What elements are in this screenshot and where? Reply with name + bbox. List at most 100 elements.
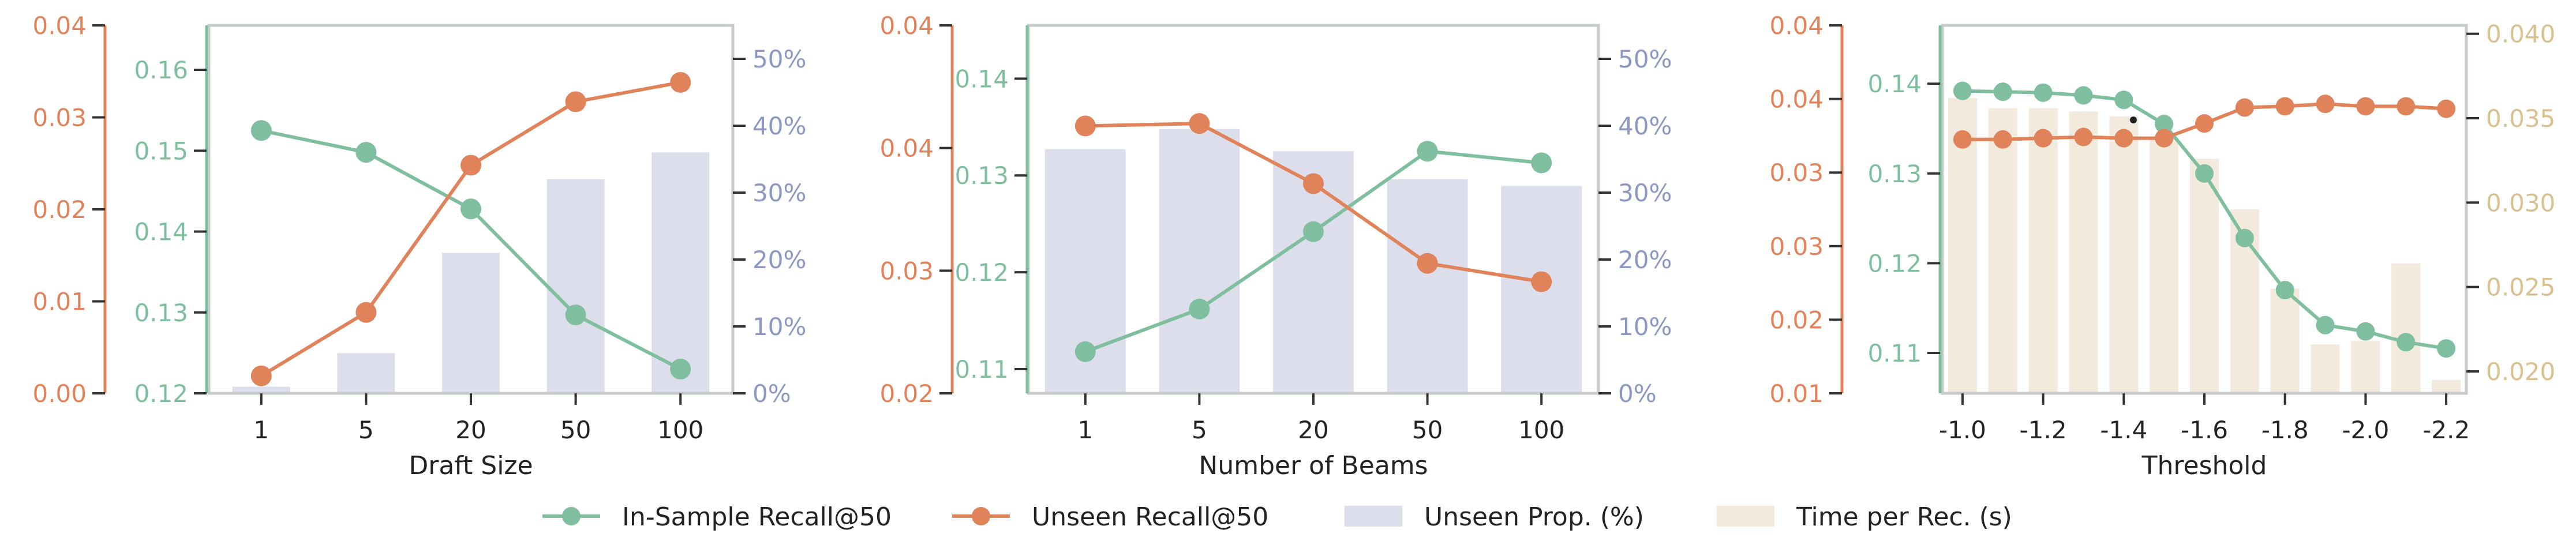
series-point (2356, 322, 2375, 341)
bar (442, 253, 500, 393)
series-point (250, 120, 272, 141)
bar (2391, 263, 2421, 393)
inner-axis-tick-label: 0.14 (1867, 70, 1922, 98)
right-axis-tick-label: 10% (1618, 313, 1672, 341)
inner-axis-tick-label: 0.11 (954, 355, 1009, 384)
outer-axis-tick-label: 0.01 (32, 288, 87, 316)
x-axis-tick-label: 100 (1518, 416, 1564, 444)
bar (2311, 344, 2340, 393)
inner-axis-tick-label: 0.12 (1867, 249, 1922, 277)
legend-marker (972, 507, 990, 525)
bar (2069, 111, 2098, 393)
bar (2109, 116, 2139, 394)
series-point (1189, 298, 1210, 320)
series-point (355, 142, 377, 163)
series-point (2397, 97, 2416, 116)
series-point (1993, 82, 2012, 102)
bar (1159, 129, 1240, 394)
legend-label: Unseen Prop. (%) (1424, 502, 1644, 532)
inner-axis-tick-label: 0.12 (954, 258, 1009, 287)
legend-marker (562, 507, 581, 525)
series-point (1417, 253, 1438, 274)
bar (2190, 159, 2219, 393)
x-axis-tick-label: -1.8 (2262, 416, 2309, 444)
x-axis-tick-label: 5 (1192, 416, 1207, 444)
bar (2028, 108, 2058, 393)
right-axis-tick-label: 30% (752, 179, 806, 207)
inner-axis-tick-label: 0.14 (954, 65, 1009, 93)
inner-axis-tick-label: 0.11 (1867, 339, 1922, 367)
series-point (2155, 115, 2174, 134)
series-point (1074, 115, 1096, 137)
outer-axis-tick-label: 0.02 (879, 379, 934, 408)
series-point (460, 198, 481, 220)
legend-item: Time per Rec. (s) (1717, 502, 2012, 532)
x-axis-tick-label: -1.4 (2100, 416, 2147, 444)
x-axis-tick-label: -1.0 (1939, 416, 1986, 444)
inner-axis-tick-label: 0.13 (1867, 160, 1922, 188)
x-axis-label: Draft Size (409, 451, 533, 480)
x-axis-tick-label: -1.2 (2020, 416, 2067, 444)
series-point (565, 304, 586, 325)
series-point (2275, 281, 2294, 300)
outer-axis-tick-label: 0.04 (1769, 85, 1824, 114)
series-point (2114, 129, 2133, 148)
x-axis-tick-label: -2.2 (2423, 416, 2470, 444)
right-axis-tick-label: 0.040 (2486, 20, 2555, 48)
inner-axis-tick-label: 0.16 (134, 56, 188, 84)
bar (1988, 108, 2017, 393)
series-point (565, 91, 586, 112)
right-axis-tick-label: 20% (752, 246, 806, 274)
right-axis-tick-label: 10% (752, 313, 806, 341)
x-axis-tick-label: 20 (1298, 416, 1328, 444)
legend: In-Sample Recall@50 Unseen Recall@50 Unsee… (542, 502, 2012, 532)
right-axis-tick-label: 0.030 (2486, 189, 2555, 217)
series-point (2195, 164, 2214, 183)
bar (2150, 138, 2179, 393)
outer-axis-tick-label: 0.03 (1769, 232, 1824, 261)
x-axis-tick-label: -2.0 (2342, 416, 2389, 444)
bar (337, 353, 395, 393)
series-point (2195, 114, 2214, 133)
series-point (250, 365, 272, 386)
series-point (2316, 315, 2335, 335)
outer-axis-tick-label: 0.03 (1769, 159, 1824, 187)
series-point (2316, 95, 2335, 114)
right-axis-tick-label: 50% (752, 45, 806, 73)
outer-axis-tick-label: 0.00 (32, 379, 87, 408)
bar (1387, 179, 1468, 393)
bar (2270, 288, 2300, 393)
x-axis-tick-label: 100 (657, 416, 703, 444)
x-axis-label: Number of Beams (1199, 451, 1428, 480)
legend-item: Unseen Prop. (%) (1345, 502, 1644, 532)
bar (232, 386, 290, 393)
series-point (670, 72, 691, 93)
x-axis-tick-label: 1 (253, 416, 269, 444)
inner-axis-tick-label: 0.15 (134, 137, 188, 165)
legend-item: In-Sample Recall@50 (542, 502, 892, 532)
inner-axis-tick-label: 0.13 (134, 299, 188, 327)
outer-axis-tick-label: 0.04 (32, 12, 87, 40)
series-point (2114, 91, 2133, 110)
right-axis-tick-label: 0.025 (2486, 273, 2555, 302)
legend-item: Unseen Recall@50 (952, 502, 1268, 532)
series-point (1953, 130, 1972, 149)
right-axis-tick-label: 30% (1618, 179, 1672, 207)
series-point (1074, 341, 1096, 362)
x-axis-tick-label: 20 (455, 416, 486, 444)
outer-axis-tick-label: 0.04 (1769, 12, 1824, 40)
x-axis-tick-label: 5 (358, 416, 374, 444)
bar (2351, 341, 2380, 393)
outer-axis-tick-label: 0.03 (32, 104, 87, 132)
outer-axis-tick-label: 0.04 (879, 134, 934, 163)
series-point (1531, 152, 1552, 174)
outer-axis-tick-label: 0.03 (879, 257, 934, 285)
outer-axis-tick-label: 0.04 (879, 12, 934, 40)
bar (546, 179, 605, 393)
chart-panel-3: 0.01 0.02 0.03 0.03 0.04 0.04 0.11 0.12 0.13 0.14… (1769, 12, 2555, 480)
series-point (1189, 113, 1210, 134)
series-point (2235, 98, 2254, 117)
outer-axis-tick-label: 0.02 (1769, 306, 1824, 334)
